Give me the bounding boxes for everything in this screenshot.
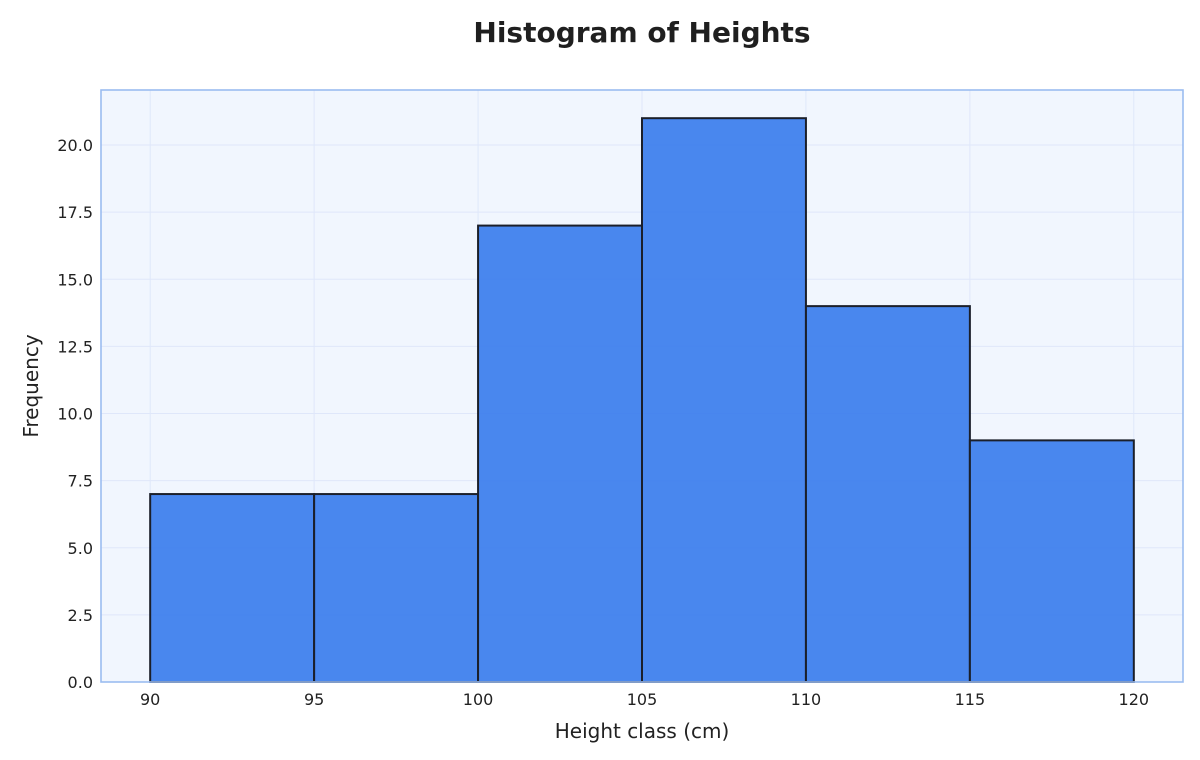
x-tick-label: 105 [627, 690, 658, 709]
histogram-bar [313, 493, 480, 684]
y-tick-label: 10.0 [57, 405, 93, 424]
y-tick-label: 2.5 [68, 606, 93, 625]
histogram-bar [804, 305, 971, 683]
y-tick-label: 0.0 [68, 673, 93, 692]
x-tick-label: 110 [791, 690, 822, 709]
y-tick-labels: 0.0 2.5 5.0 7.5 10.0 12.5 15.0 17.5 20.0 [57, 136, 93, 692]
plot-border [100, 89, 1184, 683]
histogram-bar [149, 493, 316, 684]
histogram-bar [968, 439, 1135, 683]
y-tick-label: 5.0 [68, 539, 93, 558]
bars [149, 117, 1135, 684]
y-tick-label: 20.0 [57, 136, 93, 155]
y-tick-label: 15.0 [57, 270, 93, 289]
y-tick-label: 7.5 [68, 472, 93, 491]
histogram-bar [477, 224, 643, 683]
y-tick-label: 12.5 [57, 337, 93, 356]
x-tick-labels: 90 95 100 105 110 115 120 [140, 690, 1149, 709]
x-tick-label: 90 [140, 690, 160, 709]
x-tick-label: 100 [463, 690, 494, 709]
chart-title: Histogram of Heights [473, 16, 810, 49]
histogram-bar [641, 117, 807, 683]
x-tick-label: 120 [1119, 690, 1150, 709]
x-tick-label: 115 [955, 690, 986, 709]
x-axis-label: Height class (cm) [555, 719, 730, 743]
y-axis-label: Frequency [19, 334, 43, 437]
y-tick-label: 17.5 [57, 203, 93, 222]
x-tick-label: 95 [304, 690, 324, 709]
